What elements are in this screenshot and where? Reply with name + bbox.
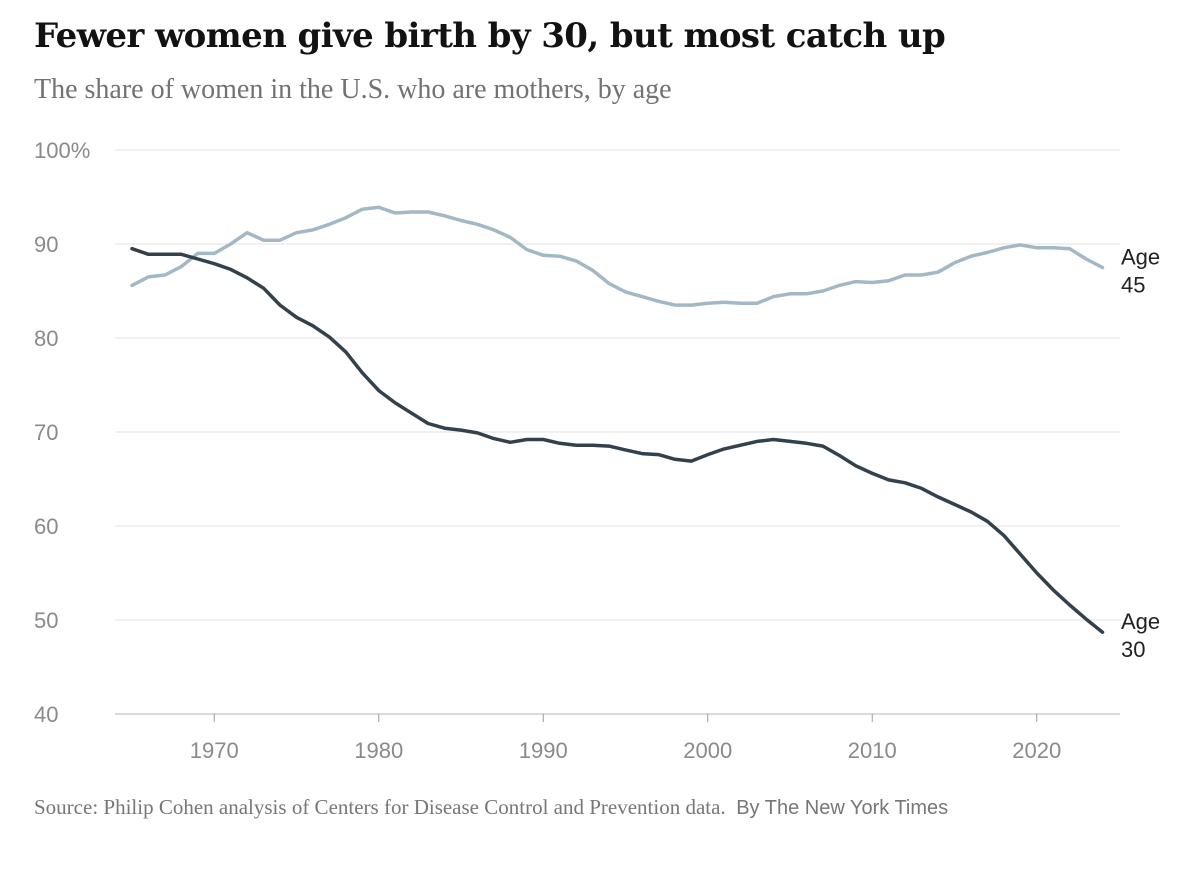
y-tick-label: 80: [34, 326, 58, 351]
x-tick-label: 2000: [683, 738, 732, 763]
chart-title: Fewer women give birth by 30, but most c…: [34, 16, 946, 56]
series-label-age-45: Age 45: [1121, 245, 1160, 298]
series-line-age-45: [130, 205, 1105, 307]
x-tick-label: 2020: [1012, 738, 1061, 763]
gridlines: [115, 149, 1120, 715]
y-tick-label: 70: [34, 420, 58, 445]
x-tick-label: 2010: [848, 738, 897, 763]
line-chart: 100% 90 80 70 60 50 40 1970 1980 1990 2000 2010 2020…: [34, 138, 1160, 763]
source-text: Source: Philip Cohen analysis of Centers…: [34, 795, 726, 819]
credit-text: By The New York Times: [736, 797, 949, 819]
y-tick-label: 50: [34, 608, 58, 633]
x-tick-label: 1990: [519, 738, 568, 763]
y-tick-label: 40: [34, 702, 58, 727]
series-line-age-30: [130, 246, 1105, 634]
axes: 100% 90 80 70 60 50 40 1970 1980 1990 2000 2010 2020: [34, 138, 1061, 763]
series-label-age-30: Age 30: [1121, 609, 1160, 662]
series-lines: [130, 205, 1105, 634]
y-tick-label: 60: [34, 514, 58, 539]
x-tick-label: 1980: [354, 738, 403, 763]
source-note: Source: Philip Cohen analysis of Centers…: [34, 792, 1154, 823]
y-tick-label: 100%: [34, 138, 90, 163]
chart-subtitle: The share of women in the U.S. who are m…: [34, 74, 672, 105]
x-tick-label: 1970: [190, 738, 239, 763]
y-tick-label: 90: [34, 232, 58, 257]
series-labels: Age 45 Age 30: [1121, 245, 1160, 663]
